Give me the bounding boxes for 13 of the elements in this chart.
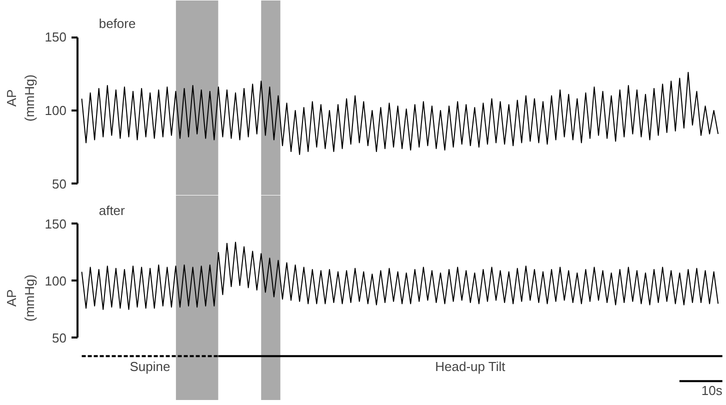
y-tick-label: 100 (44, 273, 67, 288)
y-tick-label: 50 (52, 176, 67, 192)
y-axis-title: AP (mmHg) (4, 74, 37, 122)
chart-title: after (98, 202, 126, 218)
y-tick-label: 150 (44, 216, 67, 232)
text: Supine (130, 359, 170, 374)
y-tick-label: 50 (52, 330, 67, 346)
y-tick-label: 100 (44, 102, 67, 118)
chart-title: before (98, 16, 136, 32)
text: 10s (701, 383, 723, 398)
y-axis-title: AP (mmHg) (4, 274, 37, 322)
text: Head-up Tilt (435, 359, 506, 374)
y-tick-label: 150 (44, 30, 67, 45)
